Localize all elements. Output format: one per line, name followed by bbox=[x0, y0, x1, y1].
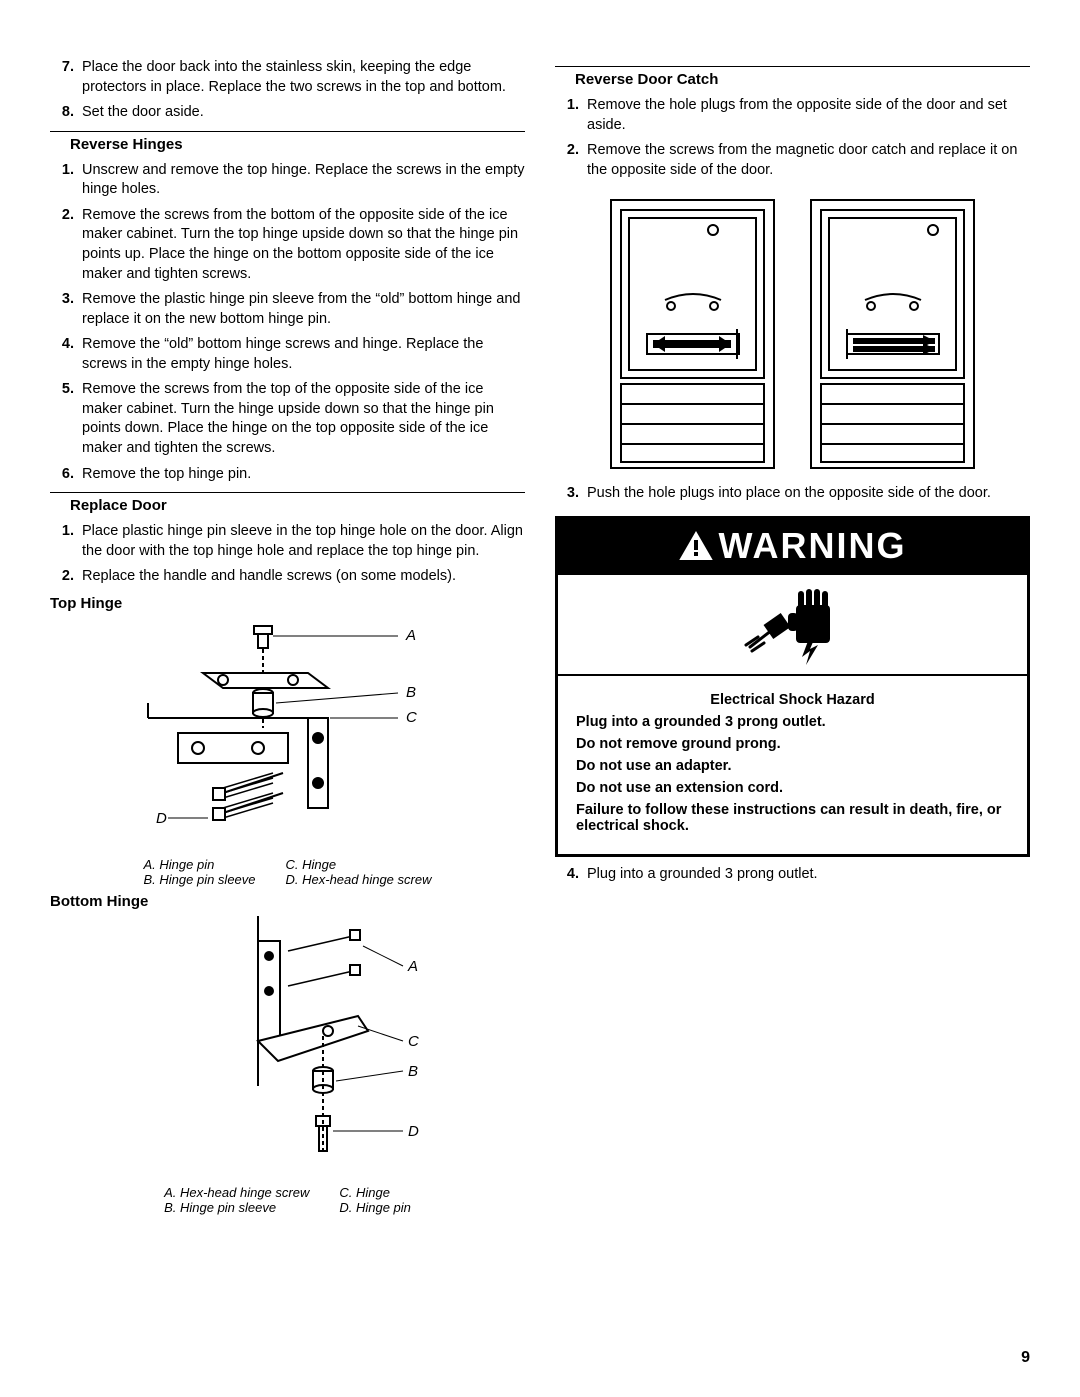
warning-line-5: Failure to follow these instructions can… bbox=[576, 802, 1009, 834]
reverse-door-catch-steps: Remove the hole plugs from the opposite … bbox=[555, 96, 1030, 180]
rdc-step-1: Remove the hole plugs from the opposite … bbox=[583, 96, 1030, 135]
shock-icon-row bbox=[558, 575, 1027, 676]
replace-door-steps: Place plastic hinge pin sleeve in the to… bbox=[50, 522, 525, 587]
legend-b2: B. Hinge pin sleeve bbox=[164, 1200, 309, 1215]
svg-text:D: D bbox=[156, 810, 167, 827]
replace-door-heading: Replace Door bbox=[70, 497, 525, 514]
warning-box: WARNING bbox=[555, 516, 1030, 857]
svg-text:B: B bbox=[406, 684, 416, 701]
svg-text:A: A bbox=[405, 627, 416, 644]
rd-step-2: Replace the handle and handle screws (on… bbox=[78, 567, 525, 587]
rh-step-5: Remove the screws from the top of the op… bbox=[78, 380, 525, 458]
rh-step-6: Remove the top hinge pin. bbox=[78, 465, 525, 485]
bottom-hinge-diagram: A B C D A. Hex-head hinge screw B. Hinge… bbox=[50, 916, 525, 1215]
divider bbox=[50, 492, 525, 493]
warning-line-4: Do not use an extension cord. bbox=[576, 780, 1009, 796]
cabinet-diagrams bbox=[555, 194, 1030, 474]
intro-steps: Place the door back into the stainless s… bbox=[50, 58, 525, 123]
cabinet-right-icon bbox=[805, 194, 980, 474]
rdc-step-2: Remove the screws from the magnetic door… bbox=[583, 141, 1030, 180]
left-column: Place the door back into the stainless s… bbox=[50, 50, 525, 1221]
legend-c: C. Hinge bbox=[286, 857, 432, 872]
electrical-shock-icon bbox=[738, 585, 848, 665]
warning-body: Electrical Shock Hazard Plug into a grou… bbox=[558, 676, 1027, 854]
reverse-hinges-heading: Reverse Hinges bbox=[70, 136, 525, 153]
legend-c2: C. Hinge bbox=[339, 1185, 411, 1200]
top-hinge-label: Top Hinge bbox=[50, 595, 525, 612]
page-number: 9 bbox=[1021, 1349, 1030, 1367]
reverse-hinges-steps: Unscrew and remove the top hinge. Replac… bbox=[50, 161, 525, 484]
legend-a2: A. Hex-head hinge screw bbox=[164, 1185, 309, 1200]
svg-text:C: C bbox=[408, 1033, 419, 1050]
legend-d: D. Hex-head hinge screw bbox=[286, 872, 432, 887]
divider bbox=[50, 131, 525, 132]
step-7: Place the door back into the stainless s… bbox=[78, 58, 525, 97]
warning-line-3: Do not use an adapter. bbox=[576, 758, 1009, 774]
warning-title: WARNING bbox=[719, 525, 907, 567]
svg-text:C: C bbox=[406, 709, 417, 726]
bottom-hinge-legend: A. Hex-head hinge screw B. Hinge pin sle… bbox=[50, 1185, 525, 1215]
warning-triangle-icon bbox=[679, 531, 713, 561]
legend-d2: D. Hinge pin bbox=[339, 1200, 411, 1215]
svg-text:D: D bbox=[408, 1123, 419, 1140]
divider bbox=[555, 66, 1030, 67]
legend-a: A. Hinge pin bbox=[144, 857, 256, 872]
rdc-step-3: Push the hole plugs into place on the op… bbox=[583, 484, 1030, 504]
final-step-4: Plug into a grounded 3 prong outlet. bbox=[583, 865, 1030, 885]
bottom-hinge-label: Bottom Hinge bbox=[50, 893, 525, 910]
rh-step-4: Remove the “old” bottom hinge screws and… bbox=[78, 335, 525, 374]
rh-step-1: Unscrew and remove the top hinge. Replac… bbox=[78, 161, 525, 200]
step-8: Set the door aside. bbox=[78, 103, 525, 123]
top-hinge-diagram: A B C D A. Hinge pin B. Hinge pin sleeve… bbox=[50, 618, 525, 887]
final-steps: Plug into a grounded 3 prong outlet. bbox=[555, 865, 1030, 885]
legend-b: B. Hinge pin sleeve bbox=[144, 872, 256, 887]
rd-step-1: Place plastic hinge pin sleeve in the to… bbox=[78, 522, 525, 561]
top-hinge-legend: A. Hinge pin B. Hinge pin sleeve C. Hing… bbox=[50, 857, 525, 887]
warning-line-1: Plug into a grounded 3 prong outlet. bbox=[576, 714, 1009, 730]
right-column: Reverse Door Catch Remove the hole plugs… bbox=[555, 50, 1030, 1221]
svg-text:A: A bbox=[407, 958, 418, 975]
warning-heading: Electrical Shock Hazard bbox=[576, 692, 1009, 708]
reverse-door-catch-heading: Reverse Door Catch bbox=[575, 71, 1030, 88]
warning-header: WARNING bbox=[558, 519, 1027, 575]
svg-text:B: B bbox=[408, 1063, 418, 1080]
rh-step-3: Remove the plastic hinge pin sleeve from… bbox=[78, 290, 525, 329]
rh-step-2: Remove the screws from the bottom of the… bbox=[78, 206, 525, 284]
reverse-door-catch-steps-cont: Push the hole plugs into place on the op… bbox=[555, 484, 1030, 504]
warning-line-2: Do not remove ground prong. bbox=[576, 736, 1009, 752]
cabinet-left-icon bbox=[605, 194, 780, 474]
